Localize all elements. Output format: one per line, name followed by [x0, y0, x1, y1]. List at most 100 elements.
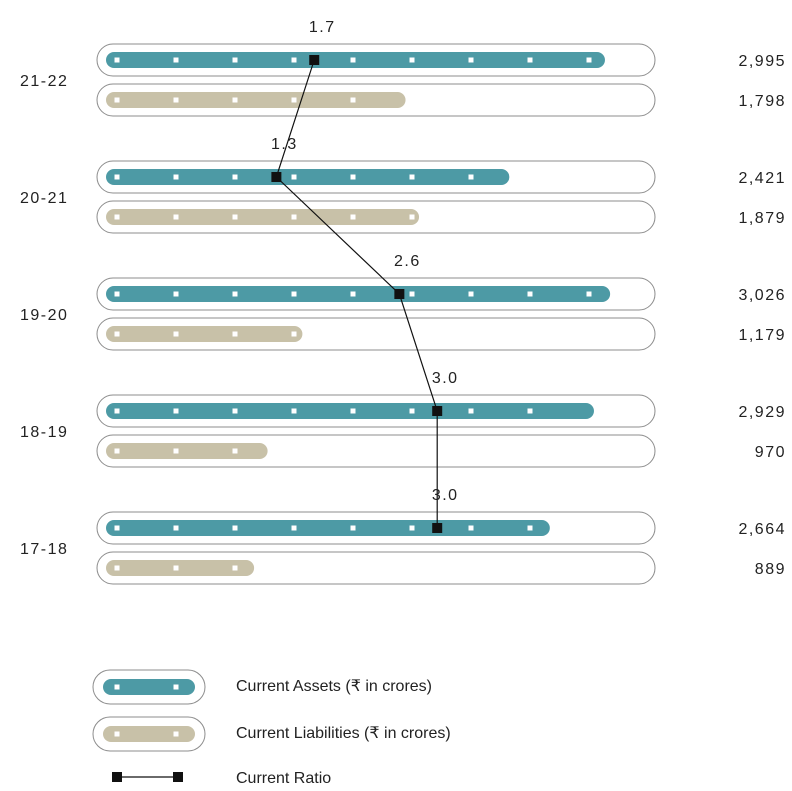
liabilities-value-label-2: 1,179 [738, 327, 786, 344]
legend-ratio-point-right [173, 772, 183, 782]
assets-bar-dot [114, 408, 120, 414]
assets-bar-dot [468, 291, 474, 297]
liabilities-bar-dot [232, 331, 238, 337]
liabilities-capsule-3 [96, 434, 656, 468]
liabilities-value-label-1: 1,879 [738, 210, 786, 227]
current-ratio-label-4: 3.0 [432, 487, 459, 504]
legend-label-liabilities: Current Liabilities (₹ in crores) [236, 725, 451, 742]
assets-bar-dot [409, 57, 415, 63]
assets-bar-dot [350, 57, 356, 63]
liabilities-capsule-4 [96, 551, 656, 585]
assets-bar-dot [409, 174, 415, 180]
assets-bar-dot [350, 291, 356, 297]
assets-bar-dot [291, 408, 297, 414]
current-ratio-point-0 [309, 55, 320, 65]
legend-swatch-dot [173, 731, 179, 737]
year-label-2: 19-20 [20, 307, 68, 324]
legend-swatch-dot [114, 684, 120, 690]
assets-bar-dot [468, 408, 474, 414]
assets-bar-dot [409, 525, 415, 531]
liabilities-bar-dot [114, 448, 120, 454]
liabilities-bar-dot [291, 97, 297, 103]
liabilities-capsule-1 [96, 200, 656, 234]
assets-bar-dot [468, 57, 474, 63]
assets-capsule-3 [96, 394, 656, 428]
assets-bar-dot [527, 291, 533, 297]
assets-bar-dot [232, 57, 238, 63]
liabilities-bar-dot [173, 331, 179, 337]
assets-bar-dot [173, 408, 179, 414]
liabilities-bar-dot [173, 97, 179, 103]
year-label-3: 18-19 [20, 424, 68, 441]
legend-label-assets: Current Assets (₹ in crores) [236, 678, 433, 695]
assets-bar-dot [291, 291, 297, 297]
current-ratio-label-3: 3.0 [432, 370, 459, 387]
current-ratio-point-2 [394, 289, 405, 299]
assets-bar-dot [114, 174, 120, 180]
assets-bar-4 [106, 520, 550, 536]
assets-bar-2 [106, 286, 611, 302]
liabilities-capsule-2 [96, 317, 656, 351]
liabilities-value-label-0: 1,798 [738, 93, 786, 110]
assets-bar-1 [106, 169, 510, 185]
liabilities-bar-dot [173, 565, 179, 571]
legend-swatch-dot [114, 731, 120, 737]
assets-bar-dot [291, 57, 297, 63]
assets-value-label-3: 2,929 [738, 404, 786, 421]
current-ratio-label-1: 1.3 [271, 136, 298, 153]
assets-capsule-1 [96, 160, 656, 194]
assets-bar-dot [527, 57, 533, 63]
liabilities-bar-1 [106, 209, 420, 225]
liabilities-bar-dot [114, 97, 120, 103]
liabilities-value-label-4: 889 [755, 561, 786, 578]
assets-bar-dot [409, 291, 415, 297]
liabilities-bar-2 [106, 326, 303, 342]
liabilities-bar-dot [232, 97, 238, 103]
assets-bar-dot [232, 408, 238, 414]
legend-label-ratio: Current Ratio [236, 770, 332, 787]
assets-bar-dot [114, 291, 120, 297]
assets-capsule-4 [96, 511, 656, 545]
assets-bar-dot [173, 525, 179, 531]
assets-bar-dot [586, 291, 592, 297]
assets-bar-dot [114, 525, 120, 531]
assets-value-label-0: 2,995 [738, 53, 786, 70]
current-ratio-point-3 [432, 406, 443, 416]
assets-bar-dot [350, 525, 356, 531]
assets-value-label-2: 3,026 [738, 287, 786, 304]
liabilities-bar-dot [409, 214, 415, 220]
assets-value-label-4: 2,664 [738, 521, 786, 538]
assets-bar-3 [106, 403, 594, 419]
liabilities-bar-dot [114, 214, 120, 220]
assets-bar-dot [527, 408, 533, 414]
assets-bar-dot [232, 525, 238, 531]
liabilities-bar-dot [232, 565, 238, 571]
liabilities-bar-dot [232, 214, 238, 220]
liabilities-bar-dot [114, 565, 120, 571]
liabilities-bar-dot [291, 331, 297, 337]
assets-bar-dot [527, 525, 533, 531]
liabilities-bar-dot [232, 448, 238, 454]
assets-bar-dot [468, 174, 474, 180]
assets-bar-dot [586, 57, 592, 63]
legend-capsule-liabilities [92, 716, 206, 752]
assets-bar-dot [350, 408, 356, 414]
current-ratio-label-0: 1.7 [309, 19, 336, 36]
liabilities-bar-dot [350, 97, 356, 103]
liabilities-capsule-0 [96, 83, 656, 117]
assets-bar-dot [232, 291, 238, 297]
liabilities-bar-dot [291, 214, 297, 220]
assets-bar-dot [173, 57, 179, 63]
current-ratio-label-2: 2.6 [394, 253, 421, 270]
liabilities-bar-dot [173, 214, 179, 220]
assets-capsule-0 [96, 43, 656, 77]
liabilities-bar-4 [106, 560, 255, 576]
assets-bar-dot [409, 408, 415, 414]
assets-bar-dot [468, 525, 474, 531]
assets-bar-dot [173, 291, 179, 297]
assets-capsule-2 [96, 277, 656, 311]
assets-bar-dot [350, 174, 356, 180]
current-ratio-point-4 [432, 523, 443, 533]
legend-swatch-dot [173, 684, 179, 690]
